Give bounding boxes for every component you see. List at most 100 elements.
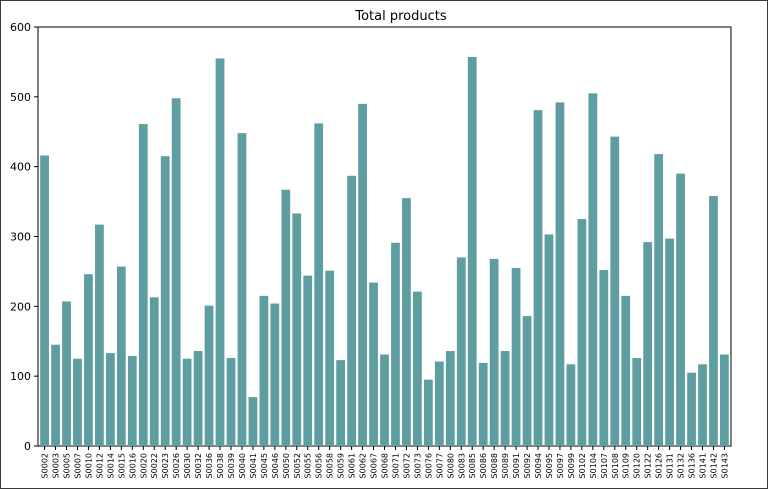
x-tick-label: S0141 [698,453,707,478]
x-tick-label: S0126 [655,453,664,478]
bar-S0094 [533,110,543,446]
bar-S0045 [259,295,269,446]
x-tick-label: S0003 [52,453,61,478]
bar-S0126 [654,154,664,446]
x-tick-label: S0032 [194,453,203,478]
x-tick-label: S0080 [446,453,455,478]
x-tick-label: S0061 [348,453,357,478]
x-tick-label: S0014 [106,453,115,478]
bar-S0023 [160,156,170,447]
bar-S0089 [500,351,510,446]
x-tick-label: S0076 [424,453,433,478]
x-tick-label: S0142 [709,453,718,478]
bar-S0085 [467,57,477,447]
bar-S0104 [588,93,598,446]
x-tick-label: S0046 [271,453,280,478]
bar-S0102 [577,219,587,446]
x-tick-label: S0095 [545,453,554,478]
x-tick-label: S0040 [238,453,247,478]
x-tick-label: S0005 [63,453,72,478]
bar-S0072 [402,198,411,446]
bar-S0108 [610,136,620,446]
x-tick-label: S0122 [644,453,653,478]
bar-S0131 [665,238,674,446]
x-tick-label: S0104 [589,453,598,478]
bar-S0022 [149,297,159,446]
x-tick-label: S0030 [183,453,192,478]
x-tick-label: S0071 [391,453,400,478]
y-tick-label: 400 [10,161,31,174]
bar-S0032 [193,351,203,446]
bar-S0107 [599,270,609,446]
x-tick-label: S0099 [567,453,576,478]
x-tick-label: S0026 [172,453,181,478]
x-tick-label: S0132 [677,453,686,478]
bar-S0122 [643,242,653,446]
bar-S0067 [369,282,378,446]
y-tick-label: 100 [10,370,31,383]
bar-S0003 [51,344,60,446]
x-tick-label: S0108 [611,453,620,478]
x-tick-label: S0041 [249,453,258,478]
y-tick-label: 500 [10,91,31,104]
bar-S0055 [303,275,313,446]
x-tick-label: S0056 [315,453,324,478]
bar-S0068 [380,354,389,446]
y-tick-label: 300 [10,231,31,244]
x-tick-label: S0068 [381,453,390,478]
x-tick-label: S0022 [150,453,159,478]
bar-S0073 [413,291,422,446]
bar-S0010 [84,274,93,446]
bar-S0030 [182,358,192,446]
bar-S0120 [632,358,642,446]
x-tick-label: S0120 [633,453,642,478]
bar-S0076 [423,379,433,446]
bar-S0050 [281,189,291,446]
x-tick-label: S0077 [435,453,444,478]
bar-S0036 [204,305,214,446]
bar-S0083 [456,257,466,446]
bar-S0040 [237,133,247,446]
x-tick-label: S0059 [337,453,346,478]
bar-S0071 [391,242,400,446]
bar-S0014 [105,353,115,446]
x-tick-label: S0131 [666,453,675,478]
x-tick-label: S0067 [370,453,379,478]
x-tick-label: S0086 [479,453,488,478]
bar-S0002 [40,155,49,446]
bar-S0141 [698,364,707,446]
x-tick-label: S0038 [216,453,225,478]
bar-S0012 [95,224,104,446]
x-tick-label: S0045 [260,453,269,478]
x-tick-label: S0015 [117,453,126,478]
bar-S0062 [358,103,367,447]
bar-S0097 [555,102,565,447]
x-tick-label: S0143 [720,453,729,478]
x-tick-label: S0136 [688,453,697,478]
bar-S0020 [138,124,148,447]
x-tick-label: S0091 [512,453,521,478]
x-tick-label: S0020 [139,453,148,478]
chart-title: Total products [354,9,446,24]
bar-S0142 [709,195,718,446]
bar-S0016 [127,355,137,446]
x-tick-label: S0107 [600,453,609,478]
bar-S0005 [62,301,71,446]
x-tick-label: S0062 [359,453,368,478]
x-tick-label: S0002 [41,453,50,478]
x-tick-label: S0039 [227,453,236,478]
bar-S0061 [347,175,356,446]
x-tick-label: S0094 [534,453,543,478]
x-tick-label: S0055 [304,453,313,478]
x-tick-label: S0097 [556,453,565,478]
bar-S0086 [478,362,488,446]
bar-S0092 [522,316,532,446]
bar-S0136 [687,372,696,446]
x-tick-label: S0058 [326,453,335,478]
x-tick-label: S0010 [84,453,93,478]
x-tick-label: S0088 [490,453,499,478]
bar-S0132 [676,173,685,446]
bar-S0052 [292,213,302,446]
bar-S0059 [336,360,346,446]
